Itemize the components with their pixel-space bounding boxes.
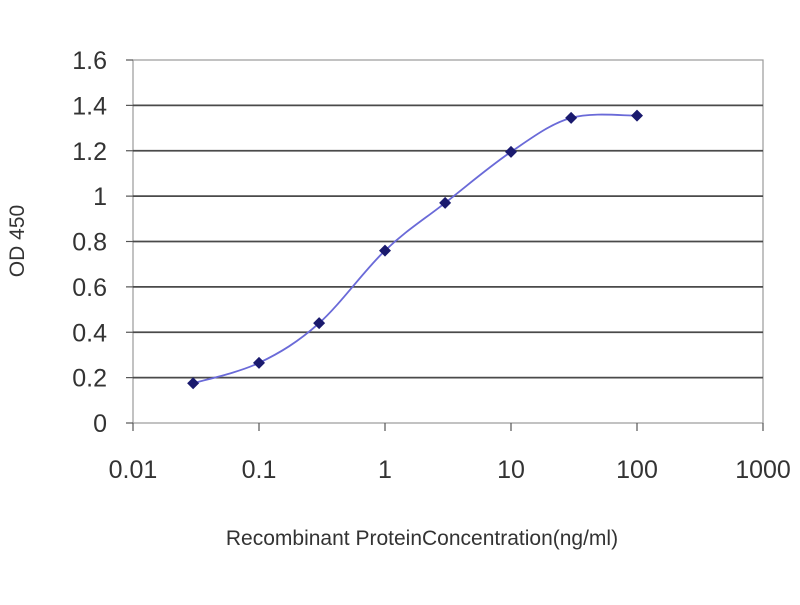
x-tick-label: 1000 [735,456,791,484]
y-tick-label: 0.6 [72,274,107,302]
y-tick-label: 0 [93,410,107,438]
data-point [439,196,452,209]
y-axis-ticks: 0 0.2 0.4 0.6 0.8 1 1.2 1.4 1.6 [72,47,133,438]
x-axis-title: Recombinant ProteinConcentration(ng/ml) [226,527,618,550]
y-tick-label: 0.2 [72,365,107,393]
data-point [565,111,578,124]
x-tick-label: 100 [616,456,658,484]
y-tick-label: 1.6 [72,47,107,75]
series-line [192,113,638,385]
data-point [631,109,643,122]
y-tick-label: 1.2 [72,138,107,166]
data-point [313,317,326,330]
data-point [253,356,265,369]
x-tick-label: 0.1 [242,456,277,484]
y-tick-label: 1 [93,183,107,211]
x-axis-ticks: 0.01 0.1 1 10 100 1000 [109,423,791,484]
data-point [505,145,517,158]
data-point [379,244,391,257]
y-tick-label: 0.4 [72,319,107,347]
y-tick-label: 1.4 [72,92,107,120]
gridlines [133,104,763,379]
x-tick-label: 10 [497,456,525,484]
y-axis-title: OD 450 [6,205,29,277]
series-group [187,109,643,390]
y-tick-label: 0.8 [72,229,107,257]
data-point [187,377,200,390]
x-tick-label: 1 [378,456,392,484]
x-tick-label: 0.01 [109,456,158,484]
